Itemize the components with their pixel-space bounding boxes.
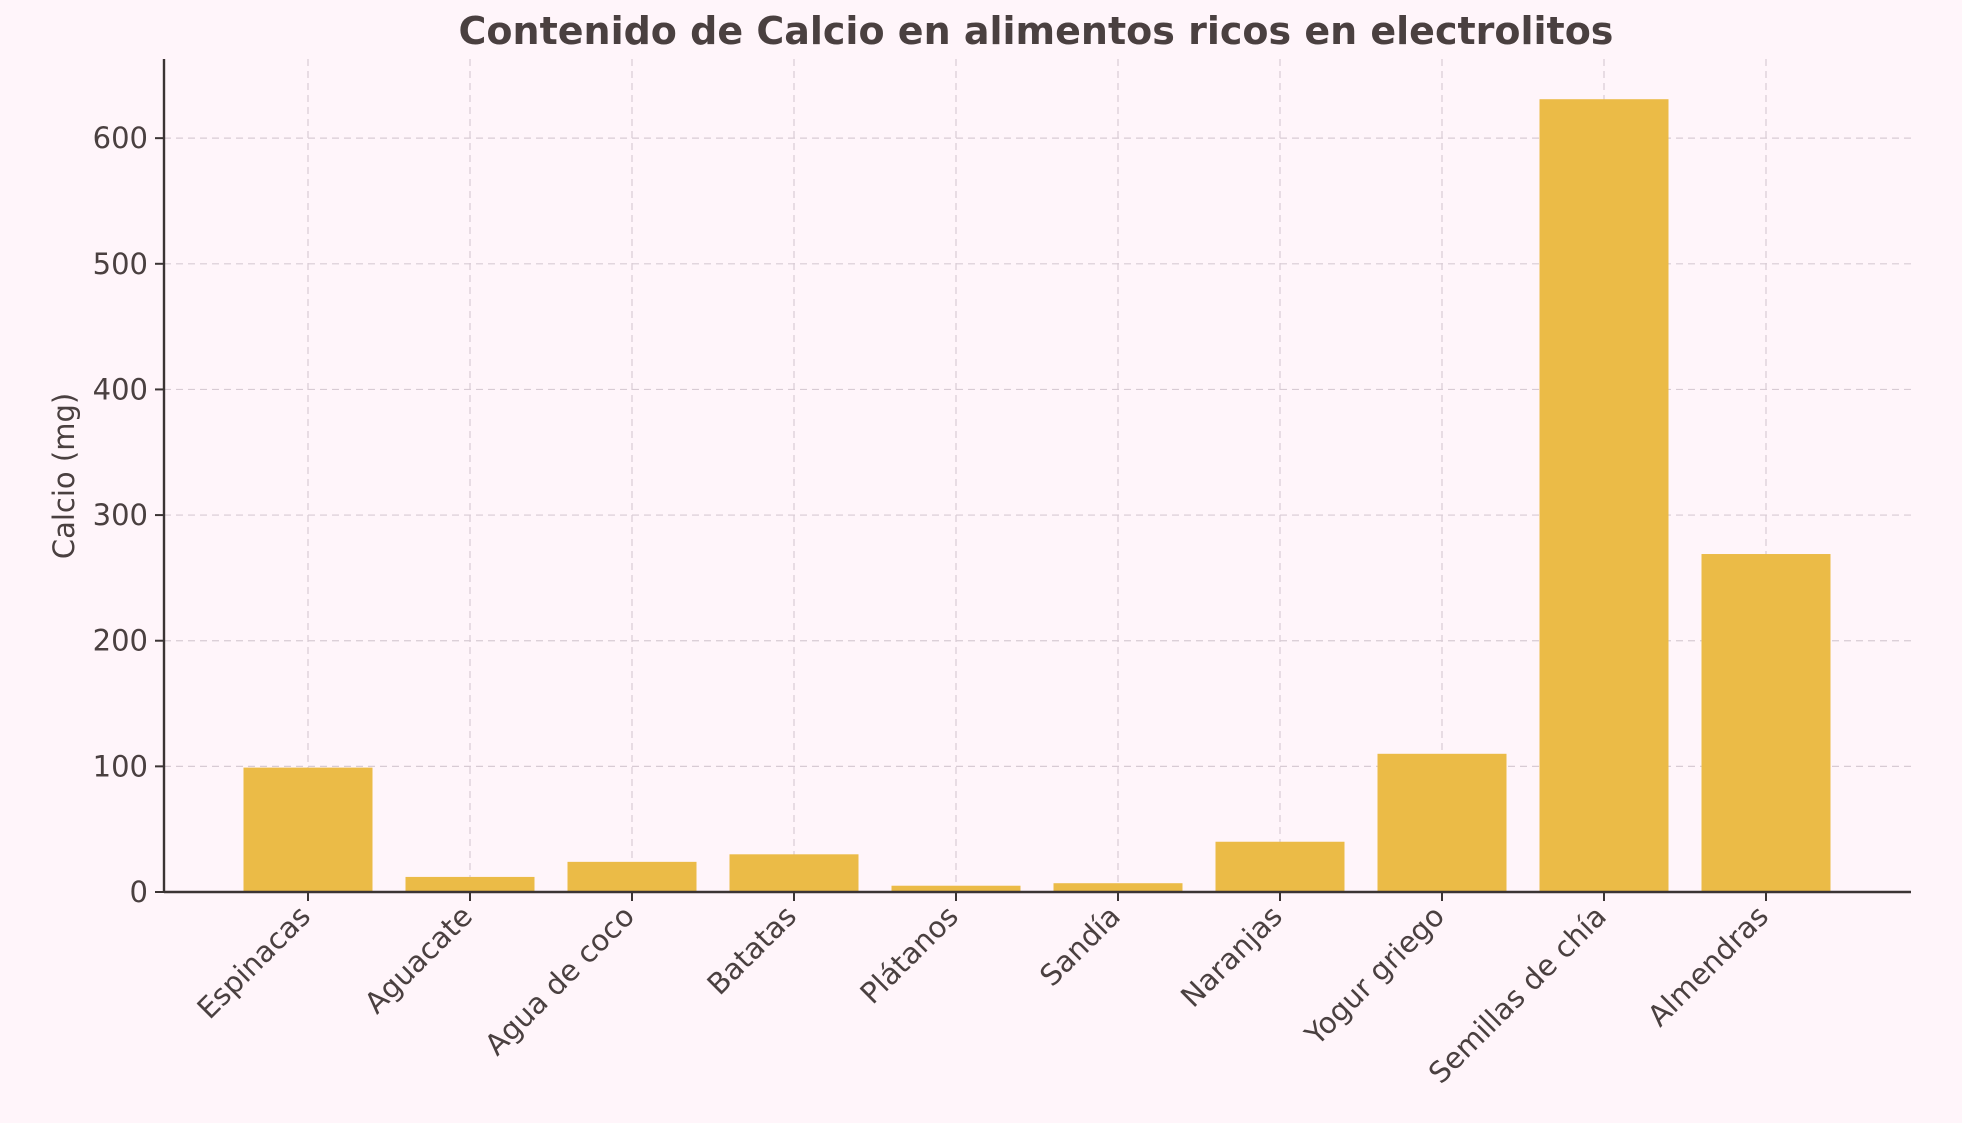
x-ticks: Espinacas Aguacate Agua de coco Batatas Plát… xyxy=(190,892,1775,1090)
y-tick-label: 600 xyxy=(93,121,148,155)
bar xyxy=(567,861,697,892)
y-ticks: 0 100 200 300 400 500 600 xyxy=(93,121,164,909)
bar xyxy=(405,876,535,892)
x-tick-label: Agua de coco xyxy=(478,899,641,1062)
bar xyxy=(1701,554,1831,892)
bar xyxy=(891,885,1021,892)
bar xyxy=(1053,883,1183,892)
y-axis-label: Calcio (mg) xyxy=(47,393,81,559)
bar xyxy=(243,767,373,892)
x-tick-label: Yogur griego xyxy=(1298,899,1451,1052)
y-tick-label: 500 xyxy=(93,247,148,281)
x-tick-label: Sandía xyxy=(1033,899,1127,993)
x-tick-label: Plátanos xyxy=(853,899,965,1011)
x-tick-label: Almendras xyxy=(1641,899,1775,1033)
chart-title: Contenido de Calcio en alimentos ricos e… xyxy=(459,9,1614,53)
y-tick-label: 300 xyxy=(93,498,148,532)
axes xyxy=(162,59,1911,894)
x-tick-label: Espinacas xyxy=(190,899,316,1025)
bar xyxy=(1377,753,1507,892)
x-tick-label: Naranjas xyxy=(1174,899,1289,1014)
y-tick-label: 200 xyxy=(93,624,148,658)
bar xyxy=(1215,841,1345,892)
x-tick-label: Semillas de chía xyxy=(1422,899,1613,1090)
y-tick-label: 100 xyxy=(93,749,148,783)
bar xyxy=(729,854,859,892)
y-tick-label: 0 xyxy=(130,875,148,909)
bars xyxy=(243,99,1831,892)
x-tick-label: Aguacate xyxy=(358,899,479,1020)
bar xyxy=(1539,99,1669,892)
x-tick-label: Batatas xyxy=(700,899,803,1002)
y-tick-label: 400 xyxy=(93,372,148,406)
